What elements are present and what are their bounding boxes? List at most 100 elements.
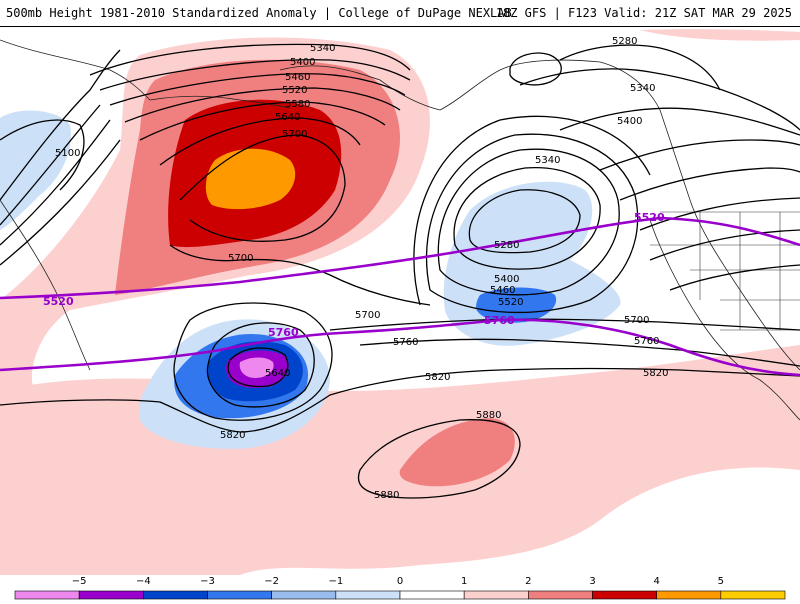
contour-5640 — [159, 117, 361, 166]
colorbar-tick-label: −4 — [135, 576, 151, 587]
contour-label-5700: 5700 — [228, 253, 253, 264]
colorbar-tick-label: −3 — [200, 576, 215, 587]
contour-west-3 — [0, 119, 111, 246]
height-contours — [0, 43, 800, 499]
contour-5700 — [169, 244, 431, 306]
contour-label-5880: 5880 — [374, 490, 399, 501]
colorbar-swatch — [271, 590, 337, 600]
contour-5340 — [89, 43, 411, 76]
contour-north-2 — [619, 167, 800, 201]
pos-anomaly-4-area — [205, 148, 296, 210]
contour-label-5340: 5340 — [310, 43, 335, 54]
contour-5520 — [413, 115, 651, 306]
contour-label-5640: 5640 — [275, 112, 300, 123]
contour-5400 — [559, 107, 800, 136]
purple-label-5760: 5760 — [484, 314, 515, 327]
contour-5280 — [468, 189, 581, 254]
contour-5280 — [559, 44, 721, 91]
colorbar-tick-label: 0 — [396, 576, 404, 587]
colorbar-swatch — [14, 590, 80, 600]
contour-5760 — [173, 302, 333, 421]
model-valid-time: 18Z GFS | F123 Valid: 21Z SAT MAR 29 202… — [495, 6, 792, 20]
colorbar-swatch — [528, 590, 593, 600]
contour-label-5640: 5640 — [265, 368, 290, 379]
contour-label-5820: 5820 — [220, 430, 245, 441]
colorbar-swatch — [78, 590, 144, 600]
anomaly-map: 5100 5340 5400 5460 5520 5580 5640 5700 … — [0, 27, 800, 575]
neg-anomaly-1-area — [0, 110, 71, 230]
map-header: 500mb Height 1981-2010 Standardized Anom… — [0, 0, 800, 27]
purple-line-labels: 5520 5520 5760 5760 — [43, 211, 665, 339]
contour-5340 — [519, 68, 800, 131]
contour-label-5700: 5700 — [282, 129, 307, 140]
contour-north-3 — [639, 197, 800, 231]
colorbar-tick-label: −5 — [71, 576, 87, 587]
purple-label-5520: 5520 — [634, 211, 665, 224]
contour-labels: 5100 5340 5400 5460 5520 5580 5640 5700 … — [55, 36, 668, 501]
colorbar-swatch — [656, 590, 722, 600]
contour-label-5100: 5100 — [55, 148, 80, 159]
purple-reference-lines — [0, 216, 800, 377]
colorbar-boxes — [14, 590, 786, 600]
contour-5100 — [0, 119, 85, 191]
colorbar-swatch — [592, 590, 657, 600]
colorbar-tick-label: 5 — [717, 576, 725, 587]
kamchatka-coast — [0, 199, 91, 371]
colorbar-swatch — [143, 590, 208, 600]
pos-anomaly-2-area — [399, 418, 515, 487]
neg-anomaly-5-area — [239, 357, 274, 378]
colorbar-tick-label: −2 — [264, 576, 280, 587]
colorbar-tick-label: −1 — [328, 576, 344, 587]
contour-west-4 — [0, 139, 121, 266]
colorbar-swatch — [207, 590, 272, 600]
colorbar-tick-label: 3 — [589, 576, 596, 587]
contour-5820 — [0, 367, 800, 433]
contour-west-2 — [0, 104, 101, 226]
contour-label-5820: 5820 — [425, 372, 450, 383]
colorbar-swatch — [335, 590, 401, 600]
pos-anomaly-1-area — [640, 29, 800, 41]
contour-5580 — [139, 101, 386, 141]
contour-label-5760: 5760 — [634, 336, 659, 347]
contour-north-5 — [669, 264, 800, 291]
purple-label-5520: 5520 — [43, 295, 74, 308]
contour-label-5400: 5400 — [494, 274, 519, 285]
contour-label-5400: 5400 — [617, 116, 642, 127]
product-title: 500mb Height 1981-2010 Standardized Anom… — [6, 6, 512, 20]
purple-label-5760: 5760 — [268, 326, 299, 339]
contour-5460 — [109, 73, 406, 106]
contour-5700 — [206, 322, 315, 408]
colorbar-swatch — [463, 590, 529, 600]
colorbar-swatch — [399, 590, 465, 600]
contour-label-5280: 5280 — [612, 36, 637, 47]
neg-anomaly-2-area — [476, 287, 557, 323]
aleutian-islands — [149, 95, 291, 109]
contour-label-5700: 5700 — [624, 315, 649, 326]
contour-north-4 — [649, 229, 800, 261]
colorbar-svg — [14, 590, 786, 600]
contour-5700 — [329, 318, 800, 331]
purple-5760-line — [0, 318, 800, 377]
contour-label-5760: 5760 — [393, 337, 418, 348]
us-west-coast — [649, 219, 800, 421]
contour-north-1 — [599, 139, 800, 171]
purple-5520-line — [0, 216, 800, 300]
contour-label-5520: 5520 — [498, 297, 523, 308]
contour-label-5340: 5340 — [630, 83, 655, 94]
colorbar: −5 −4 −3 −2 −1 0 1 2 3 4 5 — [0, 575, 800, 600]
contour-5520 — [124, 87, 401, 123]
colorbar-tick-label: 2 — [525, 576, 532, 587]
colorbar-tick-label: 1 — [460, 576, 468, 587]
contour-5400 — [99, 59, 411, 91]
contour-label-5820: 5820 — [643, 368, 668, 379]
contour-label-5700: 5700 — [355, 310, 380, 321]
contour-5340 — [453, 166, 601, 270]
contour-label-5340: 5340 — [535, 155, 560, 166]
colorbar-swatch — [720, 590, 786, 600]
contour-5880 — [357, 419, 521, 499]
contour-label-5400: 5400 — [290, 57, 315, 68]
contour-west-1 — [0, 49, 121, 201]
contour-5400 — [437, 148, 620, 296]
contour-label-5280: 5280 — [494, 240, 519, 251]
contour-label-5460: 5460 — [490, 285, 515, 296]
